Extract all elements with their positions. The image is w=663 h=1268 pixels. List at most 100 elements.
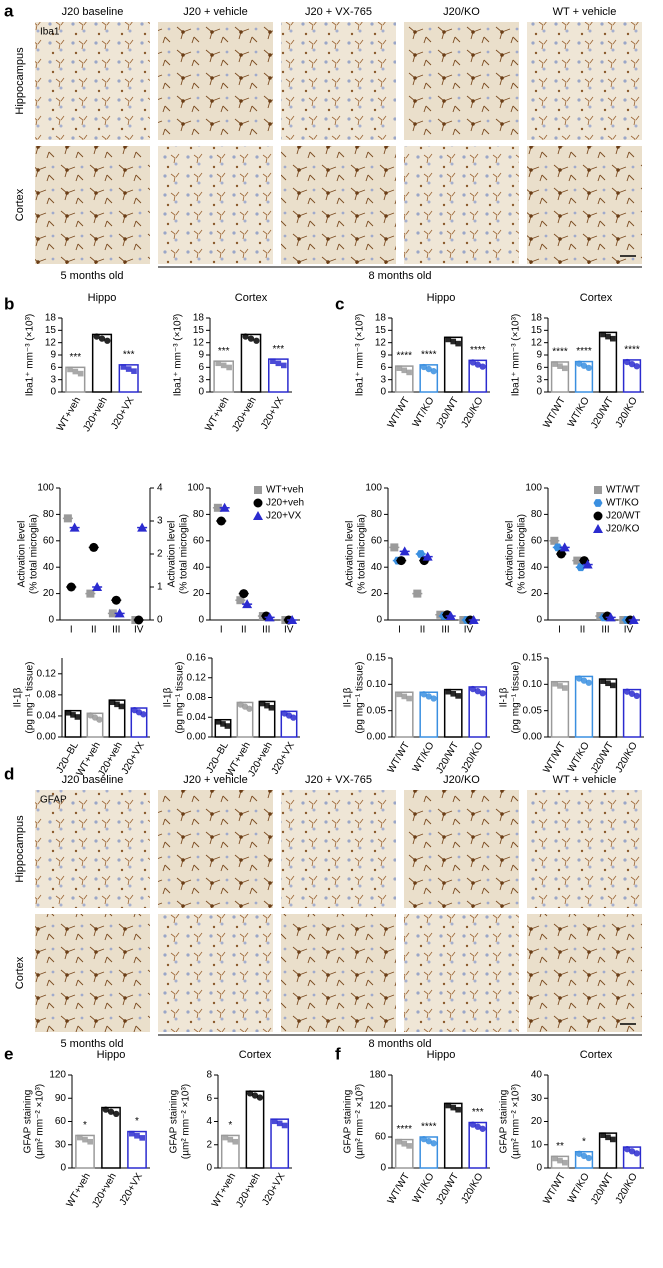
data-point — [406, 369, 412, 376]
data-point — [573, 556, 582, 565]
x-tick-label: J20/WT — [589, 740, 616, 775]
data-point — [469, 1121, 476, 1128]
y-tick-label: 100 — [525, 483, 542, 494]
bar — [574, 675, 594, 738]
y-axis-label: Activation level — [345, 521, 356, 588]
data-point — [479, 1125, 486, 1132]
data-point — [70, 712, 76, 718]
y-tick-label: 12 — [531, 337, 543, 348]
data-point — [134, 615, 144, 625]
bar — [240, 333, 262, 393]
age-label: 5 months old — [61, 270, 124, 282]
data-point — [107, 1108, 115, 1115]
data-point — [468, 615, 479, 624]
x-tick-label: II — [580, 625, 586, 636]
y-tick-label: 80 — [371, 509, 383, 520]
data-point — [445, 336, 452, 343]
data-point — [137, 522, 148, 532]
data-point — [139, 1135, 145, 1141]
panel-label: f — [335, 1044, 341, 1063]
data-point — [63, 514, 72, 523]
x-tick-label: I — [220, 625, 223, 636]
data-point — [287, 615, 298, 624]
data-point — [236, 596, 245, 605]
y-tick-label: 0 — [380, 387, 386, 398]
data-point — [401, 367, 408, 374]
micrograph — [404, 914, 519, 1032]
significance-label: **** — [396, 351, 412, 362]
y-axis-label: (% total microglia) — [517, 514, 528, 594]
legend-label: J20+veh — [266, 498, 304, 509]
data-point — [550, 536, 559, 545]
y-tick-label: 20 — [531, 1116, 543, 1127]
data-point — [628, 1148, 636, 1155]
y-axis-label: (% total microglia) — [357, 514, 368, 594]
significance-label: *** — [218, 346, 230, 357]
data-point — [445, 1102, 452, 1109]
y-tick-label: 60 — [55, 1116, 67, 1127]
data-point — [600, 331, 606, 338]
data-point — [66, 582, 76, 592]
y-tick-label: 0.08 — [37, 690, 57, 701]
data-point — [247, 335, 255, 342]
data-point — [450, 1104, 457, 1111]
data-point — [239, 589, 249, 599]
data-point — [420, 691, 427, 698]
significance-label: * — [135, 1116, 139, 1127]
micrograph — [35, 22, 150, 140]
x-tick-label: III — [601, 625, 609, 636]
data-point — [268, 704, 275, 711]
x-tick-label: J20+veh — [90, 1171, 119, 1209]
data-point — [125, 366, 132, 372]
column-header: J20 + VX-765 — [305, 6, 372, 18]
data-point — [77, 1134, 83, 1141]
data-point — [445, 611, 456, 621]
panel-label: c — [335, 294, 344, 313]
x-tick-label: I — [558, 625, 561, 636]
data-point — [557, 683, 563, 689]
y-tick-label: 12 — [45, 337, 57, 348]
y-axis-label: GFAP staining — [23, 1090, 34, 1154]
y-tick-label: 0.04 — [37, 711, 57, 722]
y-tick-label: 15 — [531, 325, 543, 336]
x-tick-label: J20/KO — [614, 740, 640, 775]
data-point — [585, 1154, 592, 1162]
x-tick-label: III — [441, 625, 449, 636]
y-tick-label: 0 — [536, 387, 542, 398]
chart-title: Cortex — [580, 1049, 613, 1061]
data-point — [562, 685, 568, 691]
data-point — [259, 700, 266, 707]
y-axis-label: Il-1β — [13, 687, 24, 707]
data-point — [251, 1092, 259, 1099]
data-point — [605, 612, 616, 622]
y-axis-label: Iba1⁺ mm⁻³ (×10³) — [25, 314, 36, 397]
y-tick-label: 40 — [531, 562, 543, 573]
y-tick-label: 80 — [193, 509, 205, 520]
y-tick-label: 120 — [49, 1070, 66, 1081]
data-point — [593, 511, 603, 521]
y2-tick-label: 2 — [157, 549, 163, 560]
data-point — [628, 615, 639, 624]
y-tick-label: 15 — [193, 325, 205, 336]
micrograph — [158, 914, 273, 1032]
x-tick-label: I — [70, 625, 73, 636]
bar — [598, 331, 618, 393]
y-tick-label: 9 — [380, 350, 386, 361]
chart-title: Hippo — [427, 1049, 456, 1061]
chart-title: Hippo — [88, 292, 117, 304]
y-tick-label: 4 — [206, 1116, 212, 1127]
y-tick-label: 3 — [198, 374, 204, 385]
significance-label: **** — [624, 345, 640, 356]
age-label: 8 months old — [369, 1038, 432, 1050]
data-point — [82, 1136, 88, 1143]
x-tick-label: III — [262, 625, 270, 636]
bar — [419, 691, 439, 738]
bar — [127, 1130, 147, 1169]
data-point — [425, 1138, 432, 1145]
y-axis-label: (µm² mm⁻² ×10³) — [355, 1084, 366, 1159]
y-tick-label: 0 — [536, 1163, 542, 1174]
data-point — [576, 360, 583, 367]
data-point — [450, 338, 457, 345]
column-header: J20 + VX-765 — [305, 774, 372, 786]
y2-tick-label: 1 — [157, 582, 163, 593]
